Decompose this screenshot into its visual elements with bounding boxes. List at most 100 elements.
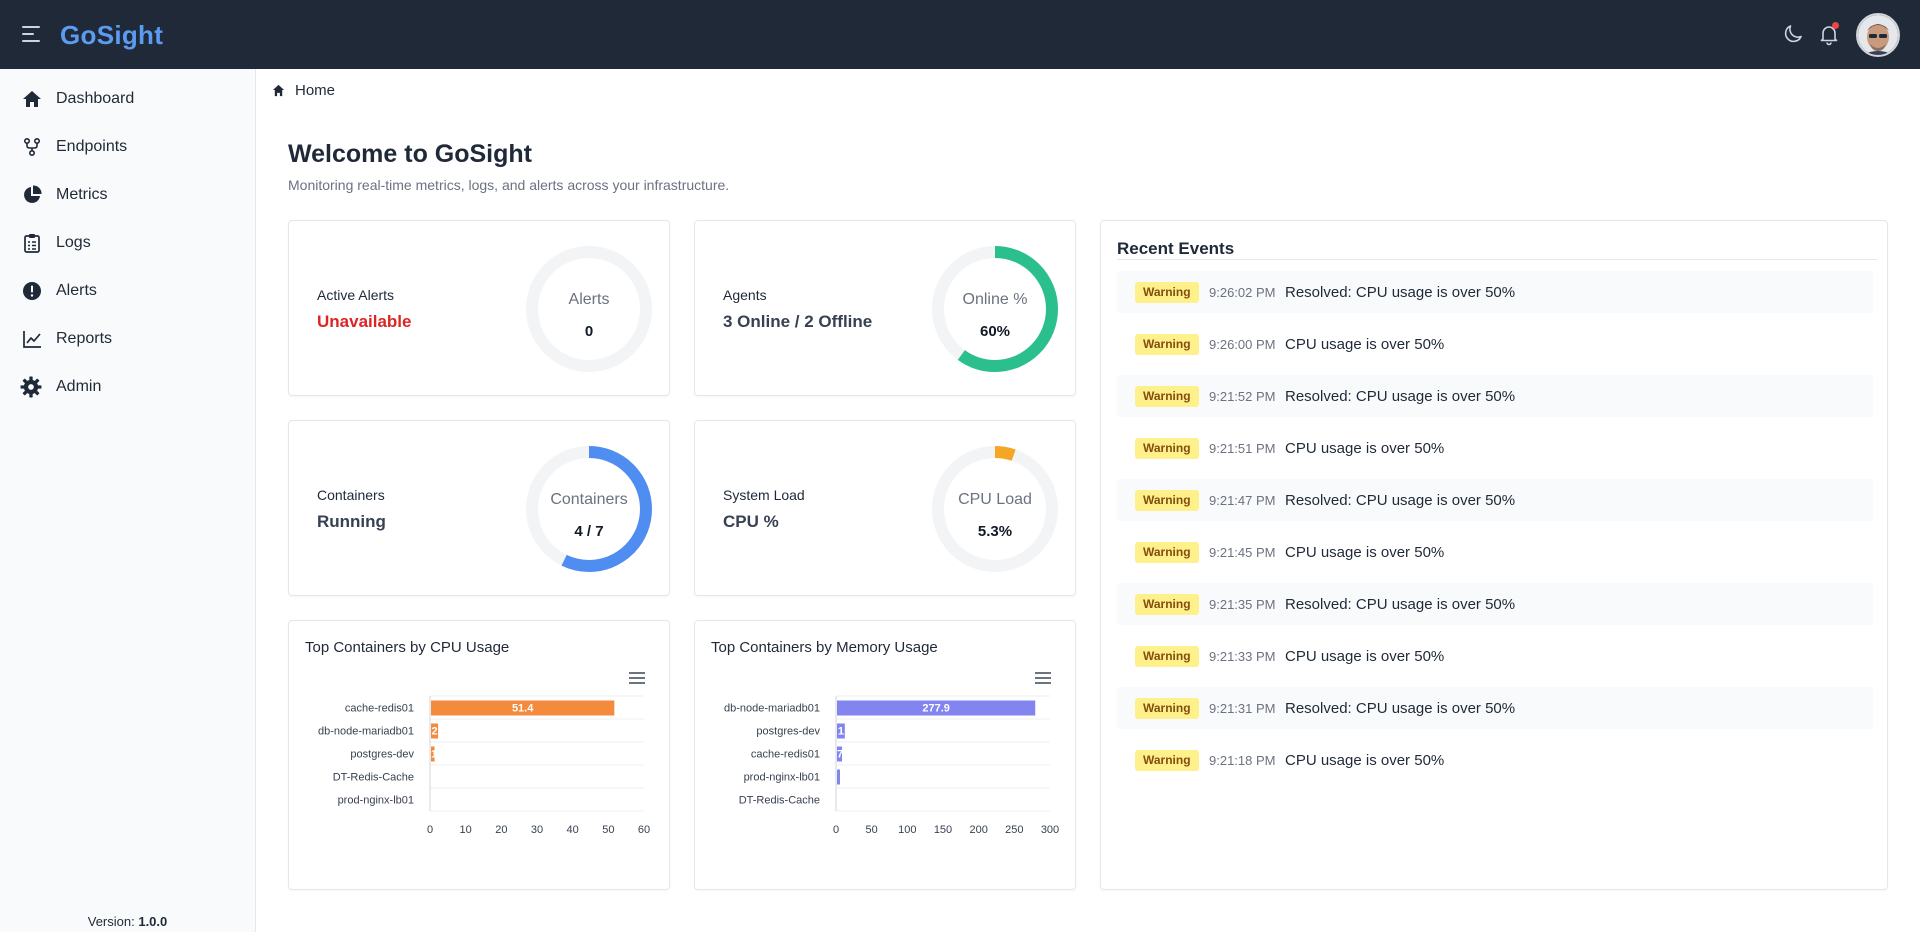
notification-dot (1832, 22, 1839, 29)
sidebar-item-label: Alerts (56, 282, 97, 299)
event-message: CPU usage is over 50% (1285, 543, 1445, 561)
event-row[interactable]: Warning 9:21:45 PM CPU usage is over 50% (1117, 531, 1873, 573)
tick-label: 40 (567, 824, 579, 836)
tick-label: postgres-dev (350, 749, 414, 761)
tick-label: DT-Redis-Cache (333, 772, 414, 784)
tick-label: postgres-dev (756, 726, 820, 738)
home-icon (272, 84, 285, 96)
sidebar-item-metrics[interactable]: Metrics (0, 175, 255, 215)
data-label: 1 (431, 749, 437, 761)
sidebar-item-admin[interactable]: Admin (0, 367, 255, 407)
sidebar-item-reports[interactable]: Reports (0, 319, 255, 359)
chart-menu-icon[interactable] (1035, 672, 1051, 684)
level-badge: Warning (1135, 697, 1199, 719)
sidebar-item-label: Metrics (56, 186, 108, 203)
event-time: 9:21:35 PM (1209, 596, 1276, 612)
level-badge: Warning (1135, 541, 1199, 563)
containers-card: Containers Running Containers 4 / 7 (288, 420, 670, 596)
tick-label: 200 (969, 824, 987, 836)
sidebar-item-endpoints[interactable]: Endpoints (0, 127, 255, 167)
sidebar-item-label: Reports (56, 330, 113, 347)
breadcrumb-home[interactable]: Home (295, 81, 336, 99)
agents-card: Agents 3 Online / 2 Offline Online % 60% (694, 220, 1076, 396)
bar (837, 746, 842, 762)
sidebar: Dashboard Endpoints Metrics Logs Alerts … (0, 69, 256, 932)
donut-arc (526, 446, 652, 572)
chart-menu-icon[interactable] (629, 672, 645, 684)
donut-arc (932, 246, 1058, 372)
tick-label: 300 (1041, 824, 1059, 836)
stat-title: System Load (723, 487, 805, 503)
agents-donut (932, 246, 1058, 372)
alert-icon (23, 282, 41, 300)
donut-track (932, 446, 1058, 572)
events-title: Recent Events (1117, 239, 1235, 258)
tick-label: 10 (460, 824, 472, 836)
stat-value: Unavailable (317, 312, 412, 331)
page-title: Welcome to GoSight (288, 140, 532, 168)
sidebar-item-alerts[interactable]: Alerts (0, 271, 255, 311)
event-row[interactable]: Warning 9:21:35 PM Resolved: CPU usage is … (1117, 583, 1873, 625)
stat-value: CPU % (723, 512, 779, 531)
tick-label: cache-redis01 (751, 749, 820, 761)
event-row[interactable]: Warning 9:26:00 PM CPU usage is over 50% (1117, 323, 1873, 365)
event-row[interactable]: Warning 9:21:51 PM CPU usage is over 50% (1117, 427, 1873, 469)
stat-value: Running (317, 512, 386, 531)
donut-track (526, 246, 652, 372)
level-badge: Warning (1135, 437, 1199, 459)
event-time: 9:21:31 PM (1209, 700, 1276, 716)
tick-label: 0 (427, 824, 433, 836)
recent-events-card: Recent Events Warning 9:26:02 PM Resolved:… (1100, 220, 1888, 890)
bar (837, 700, 1036, 716)
moon-icon[interactable] (1781, 22, 1805, 46)
active-alerts-card: Active Alerts Unavailable Alerts 0 (288, 220, 670, 396)
event-message: Resolved: CPU usage is over 50% (1285, 491, 1516, 509)
divider (1117, 259, 1877, 260)
chart-line-icon (23, 331, 41, 348)
tick-label: 60 (638, 824, 650, 836)
event-row[interactable]: Warning 9:21:31 PM Resolved: CPU usage is … (1117, 687, 1873, 729)
bell-icon[interactable] (1817, 22, 1841, 46)
home-icon (23, 91, 41, 107)
event-time: 9:21:18 PM (1209, 752, 1276, 768)
event-row[interactable]: Warning 9:21:33 PM CPU usage is over 50% (1117, 635, 1873, 677)
cpu-usage-chart: cache-redis01 51.4 db-node-mariadb01 2 postg… (318, 695, 650, 836)
pie-chart-icon (24, 185, 42, 203)
event-time: 9:21:51 PM (1209, 440, 1276, 456)
event-message: CPU usage is over 50% (1285, 751, 1445, 769)
event-time: 9:21:45 PM (1209, 544, 1276, 560)
tick-label: 50 (866, 824, 878, 836)
donut-label: CPU Load (958, 491, 1032, 508)
level-badge: Warning (1135, 281, 1199, 303)
containers-donut (526, 446, 652, 572)
avatar[interactable] (1856, 13, 1900, 57)
tick-label: 50 (602, 824, 614, 836)
event-row[interactable]: Warning 9:21:18 PM CPU usage is over 50% (1117, 739, 1873, 781)
donut-arc (932, 446, 1058, 572)
data-label: 277.9 (922, 703, 950, 715)
chart-title: Top Containers by CPU Usage (305, 639, 510, 656)
event-message: Resolved: CPU usage is over 50% (1285, 283, 1516, 301)
event-row[interactable]: Warning 9:26:02 PM Resolved: CPU usage is … (1117, 271, 1873, 313)
event-row[interactable]: Warning 9:21:47 PM Resolved: CPU usage is … (1117, 479, 1873, 521)
level-badge: Warning (1135, 749, 1199, 771)
event-message: CPU usage is over 50% (1285, 335, 1445, 353)
data-label: 7 (837, 749, 843, 761)
bar (431, 723, 439, 739)
sidebar-item-label: Endpoints (56, 138, 128, 155)
bar (837, 769, 840, 785)
donut-value: 5.3% (977, 523, 1013, 540)
event-row[interactable]: Warning 9:21:52 PM Resolved: CPU usage is … (1117, 375, 1873, 417)
memory-usage-chart: db-node-mariadb01 277.9 postgres-dev 1 cache… (724, 695, 1059, 836)
bar (431, 746, 435, 762)
tick-label: DT-Redis-Cache (739, 795, 820, 807)
bar (431, 700, 615, 716)
tick-label: 0 (833, 824, 839, 836)
brand-logo[interactable]: GoSight (60, 20, 164, 50)
cpu-usage-chart-card: Top Containers by CPU Usage cache-redis0… (288, 620, 670, 890)
sidebar-item-logs[interactable]: Logs (0, 223, 255, 263)
clipboard-icon (24, 234, 40, 253)
sidebar-item-dashboard[interactable]: Dashboard (0, 79, 255, 119)
menu-icon[interactable] (22, 26, 40, 42)
event-time: 9:21:33 PM (1209, 648, 1276, 664)
